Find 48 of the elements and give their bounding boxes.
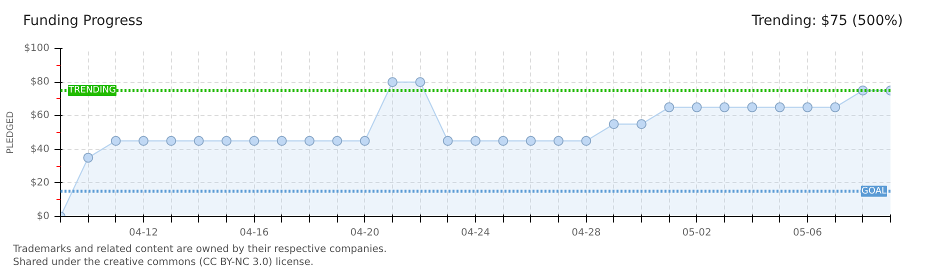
point: [110, 136, 121, 146]
y-tick-label: $100: [24, 43, 50, 54]
ref-line-label: TRENDING: [68, 86, 116, 96]
point: [304, 136, 314, 146]
x-tick-label: 05-06: [792, 228, 822, 238]
point: [498, 136, 508, 146]
chart-title: Funding Progress: [23, 12, 143, 31]
text: Shared under the creative commons (CC BY-NC 3.0) license.: [13, 257, 314, 268]
x-tick-label: 05-02: [682, 228, 712, 238]
point: [720, 102, 730, 112]
point: [802, 102, 812, 112]
point: [747, 102, 758, 112]
point: [581, 136, 592, 146]
x-tick-label: 04-12: [128, 228, 158, 238]
point: [166, 136, 176, 146]
point: [664, 102, 674, 112]
point: [194, 136, 204, 146]
point: [276, 136, 287, 146]
y-tick-label: $20: [30, 177, 50, 188]
point: [608, 119, 619, 130]
point: [554, 136, 564, 146]
y-tick-label: $40: [30, 144, 50, 155]
x-tick-label: 04-24: [460, 228, 490, 238]
point: [83, 152, 94, 163]
x-tick-label: 04-20: [350, 228, 380, 238]
x-tick-label: 04-28: [572, 228, 601, 238]
point: [249, 136, 260, 146]
point: [636, 119, 646, 130]
point: [692, 102, 702, 112]
point: [222, 136, 232, 146]
ref-line-label: GOAL: [861, 186, 887, 196]
point: [388, 77, 398, 88]
point: [442, 136, 453, 146]
x-tick-label: 04-16: [240, 228, 269, 238]
chart-subtitle: Trending: $75 (500%): [752, 12, 903, 31]
point: [830, 102, 840, 112]
point: [138, 136, 148, 146]
y-tick-label: $60: [30, 110, 50, 122]
point: [470, 136, 480, 146]
y-tick-label: $0: [36, 211, 50, 222]
point: [332, 136, 342, 146]
point: [526, 136, 536, 146]
text: Trademarks and related content are owned by their respective companies.: [13, 244, 387, 255]
point: [774, 102, 785, 112]
point: [415, 77, 426, 88]
point: [360, 136, 370, 146]
y-axis-title: PLEDGED: [6, 111, 16, 154]
y-tick-label: $80: [30, 76, 50, 88]
